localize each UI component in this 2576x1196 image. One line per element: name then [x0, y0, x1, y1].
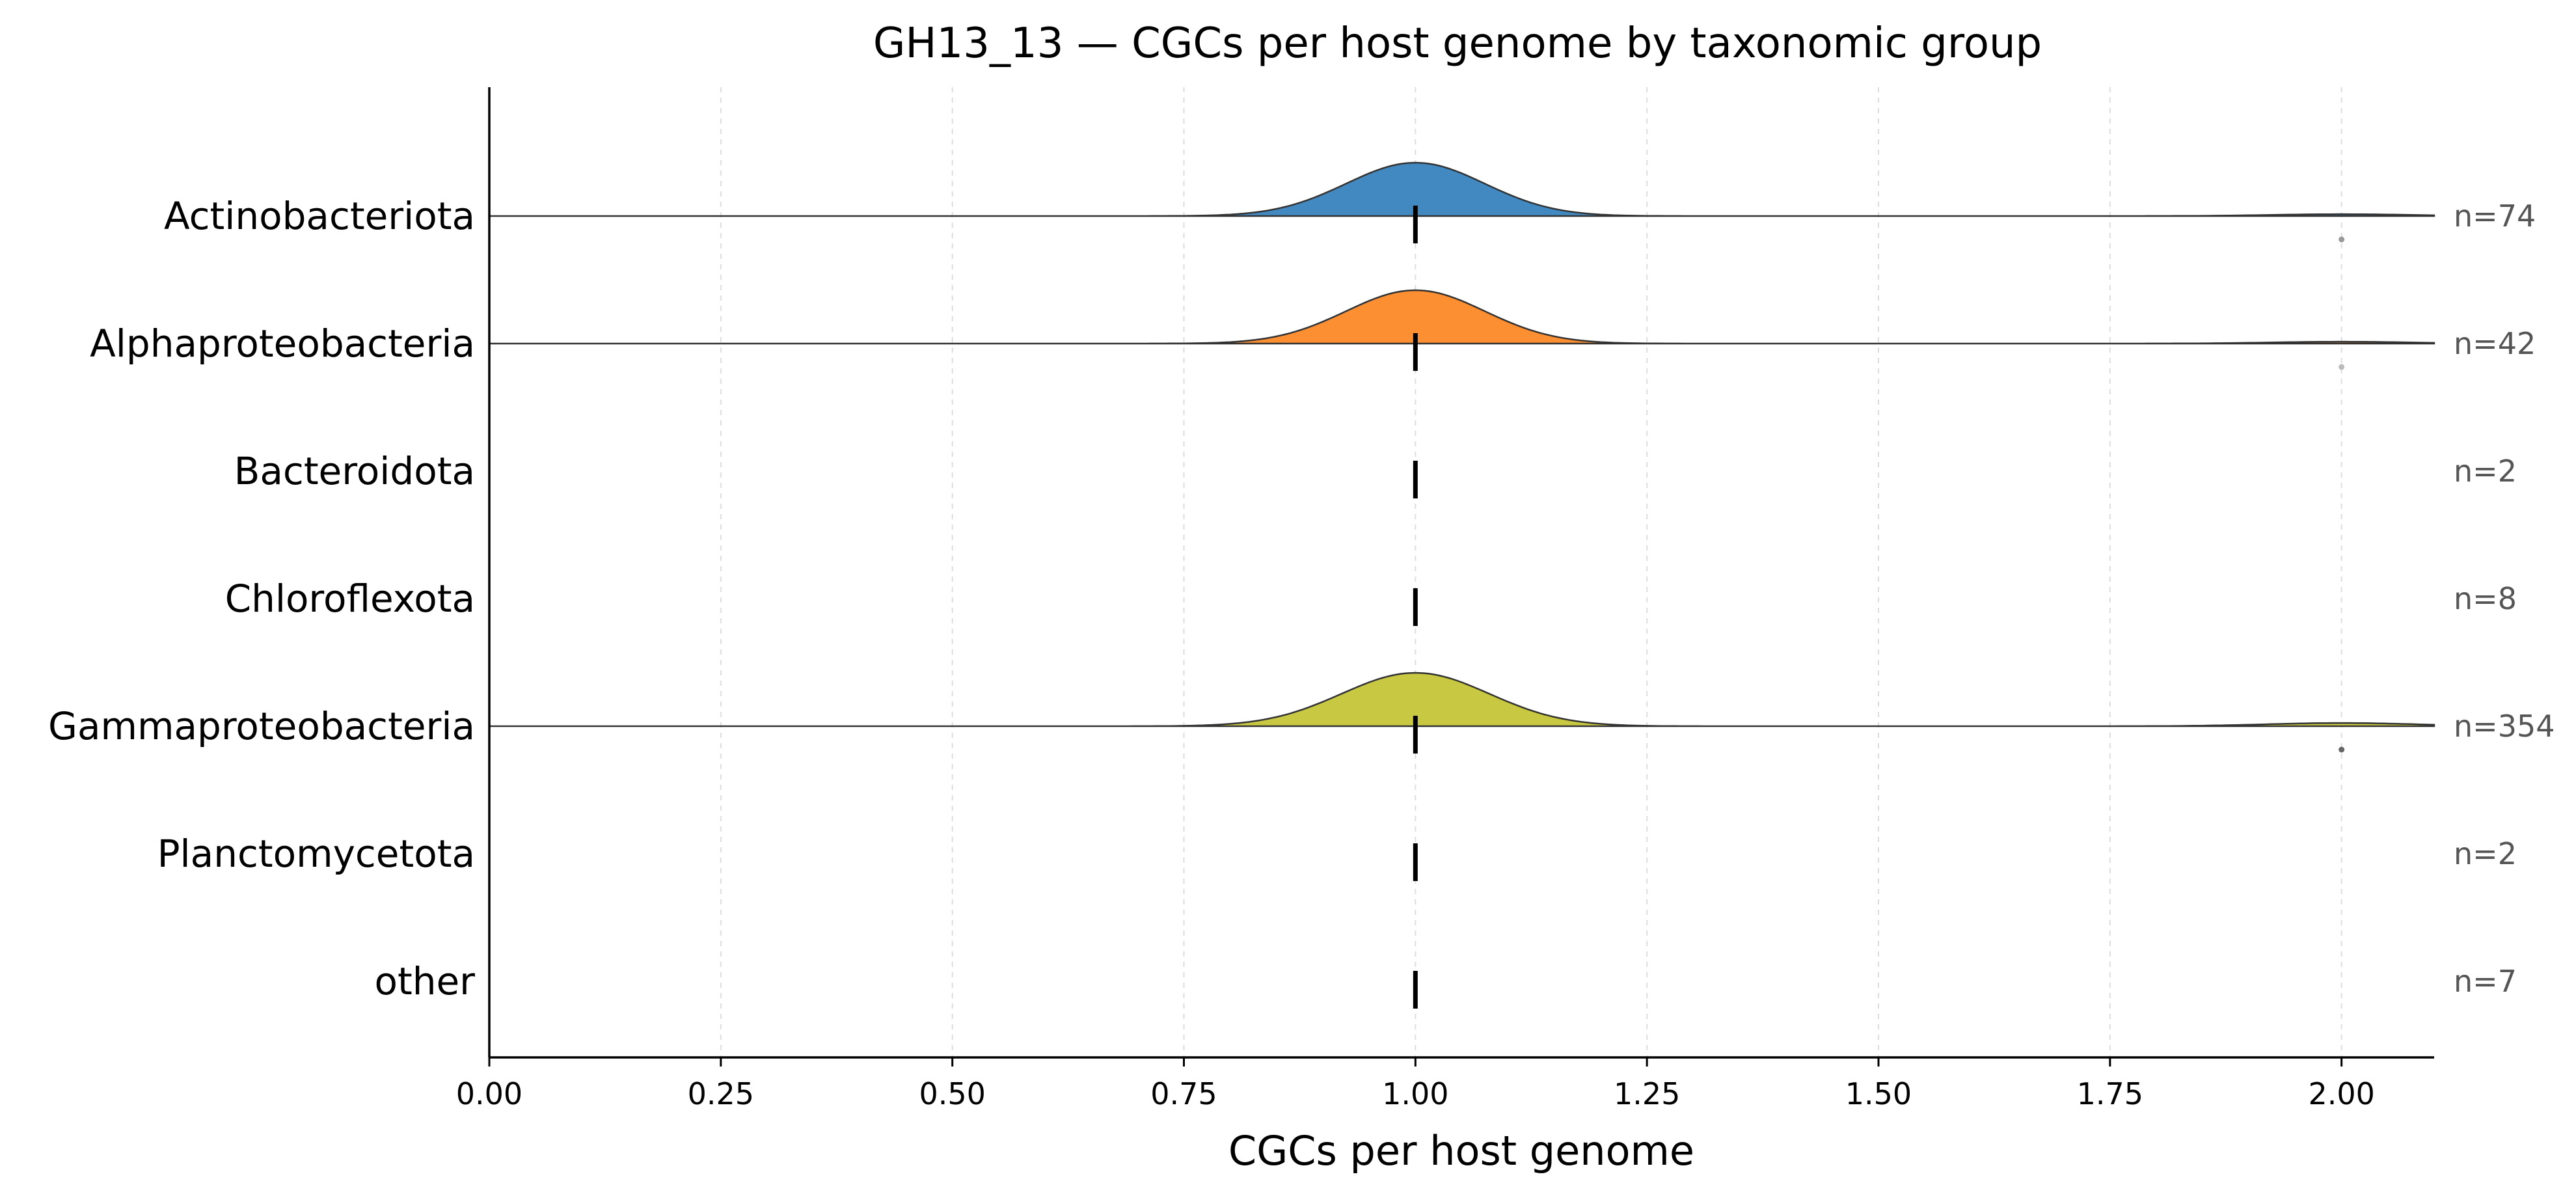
x-tick-label: 1.25 — [1614, 1076, 1680, 1111]
ridge-density — [489, 289, 2435, 345]
y-axis-label: Bacteroidota — [234, 449, 475, 493]
x-tick-label: 0.50 — [919, 1076, 985, 1111]
x-tick-label: 0.75 — [1150, 1076, 1217, 1111]
y-axis-label: Chloroflexota — [225, 577, 475, 621]
outlier-point — [2339, 746, 2345, 753]
chart-title: GH13_13 — CGCs per host genome by taxono… — [873, 20, 2042, 68]
y-axis-labels: Actinobacteriota Alphaproteobacteria Bacte… — [48, 194, 475, 1003]
x-tick-label: 1.50 — [1845, 1076, 1912, 1111]
ridge-density — [489, 161, 2435, 217]
y-axis-label: Alphaproteobacteria — [90, 321, 475, 366]
x-tick-label: 0.00 — [456, 1076, 522, 1111]
n-labels: n=74 n=42 n=2 n=8 n=354 n=2 n=7 — [2454, 198, 2555, 999]
n-label: n=354 — [2454, 709, 2555, 744]
outlier-point — [2339, 364, 2345, 370]
n-label: n=7 — [2454, 964, 2517, 999]
n-label: n=74 — [2454, 198, 2536, 234]
x-tick-label: 1.75 — [2077, 1076, 2143, 1111]
n-label: n=42 — [2454, 326, 2536, 361]
y-axis-label: Gammaproteobacteria — [48, 704, 475, 748]
ridges — [489, 161, 2435, 1009]
x-axis-ticks: 0.00 0.25 0.50 0.75 1.00 1.25 1.50 1.75 2.00 — [456, 1057, 2375, 1111]
x-tick-label: 2.00 — [2308, 1076, 2374, 1111]
n-label: n=2 — [2454, 836, 2517, 871]
n-label: n=2 — [2454, 454, 2517, 489]
ridge-density — [489, 672, 2435, 727]
n-label: n=8 — [2454, 581, 2517, 616]
y-axis-label: other — [374, 959, 475, 1003]
x-tick-label: 0.25 — [688, 1076, 754, 1111]
x-axis-label: CGCs per host genome — [1228, 1127, 1694, 1175]
x-tick-label: 1.00 — [1382, 1076, 1448, 1111]
y-axis-label: Actinobacteriota — [164, 194, 475, 238]
outlier-point — [2339, 236, 2345, 243]
y-axis-label: Planctomycetota — [157, 832, 475, 876]
